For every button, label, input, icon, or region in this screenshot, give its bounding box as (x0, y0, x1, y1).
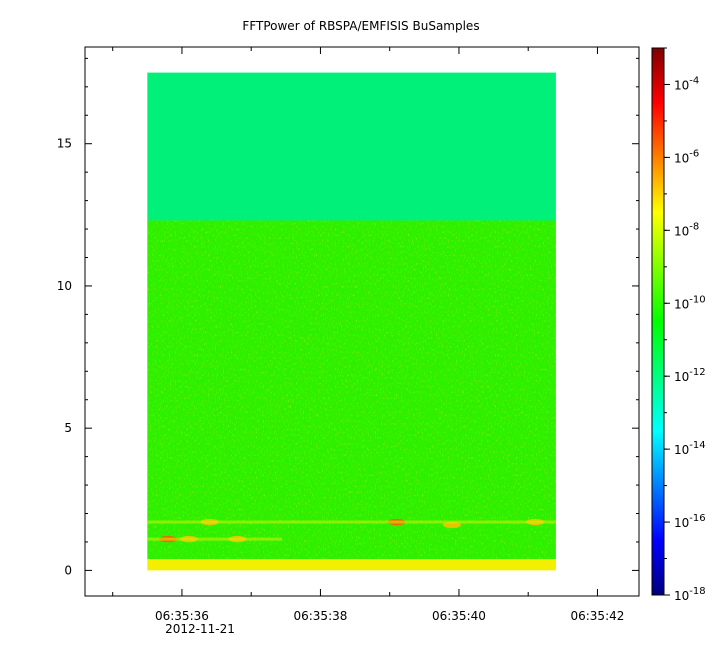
y-tick-label-3: 15 (57, 137, 72, 151)
x-axis: 06:35:36 06:35:38 06:35:40 06:35:42 (112, 47, 624, 623)
spectrogram-bands (147, 72, 556, 571)
power-band-2 (147, 559, 556, 571)
colorbar-label-7: 10-18 (674, 586, 706, 603)
colorbar-axis: 10-4 10-6 10-8 10-10 10-12 10-14 10-16 10-18 (664, 47, 706, 603)
colorbar-label-4: 10-12 (674, 367, 706, 384)
x-tick-label-3: 06:35:42 (570, 609, 624, 623)
colorbar-label-3: 10-10 (674, 294, 706, 311)
y-axis: 0 5 10 15 (57, 57, 639, 577)
chart-title: FFTPower of RBSPA/EMFISIS BuSamples (242, 19, 479, 33)
colorbar-label-6: 10-16 (674, 513, 706, 530)
y-tick-label-2: 10 (57, 279, 72, 293)
power-line-1 (147, 520, 556, 524)
x-tick-label-2: 06:35:40 (432, 609, 486, 623)
colorbar-label-5: 10-14 (674, 440, 706, 457)
colorbar-label-0: 10-4 (674, 75, 699, 92)
power-texture (147, 220, 556, 560)
colorbar (651, 47, 665, 596)
y-tick-label-0: 0 (64, 563, 72, 577)
spectrogram-image (147, 72, 556, 571)
power-line-0 (147, 537, 283, 541)
x-tick-label-0: 06:35:36 (155, 609, 209, 623)
power-band-0 (147, 72, 556, 221)
power-features (147, 518, 556, 543)
colorbar-label-1: 10-6 (674, 148, 699, 165)
x-tick-label-1: 06:35:38 (293, 609, 347, 623)
y-tick-label-1: 5 (64, 421, 72, 435)
x-date-label: 2012-11-21 (165, 622, 235, 636)
colorbar-label-2: 10-8 (674, 221, 699, 238)
